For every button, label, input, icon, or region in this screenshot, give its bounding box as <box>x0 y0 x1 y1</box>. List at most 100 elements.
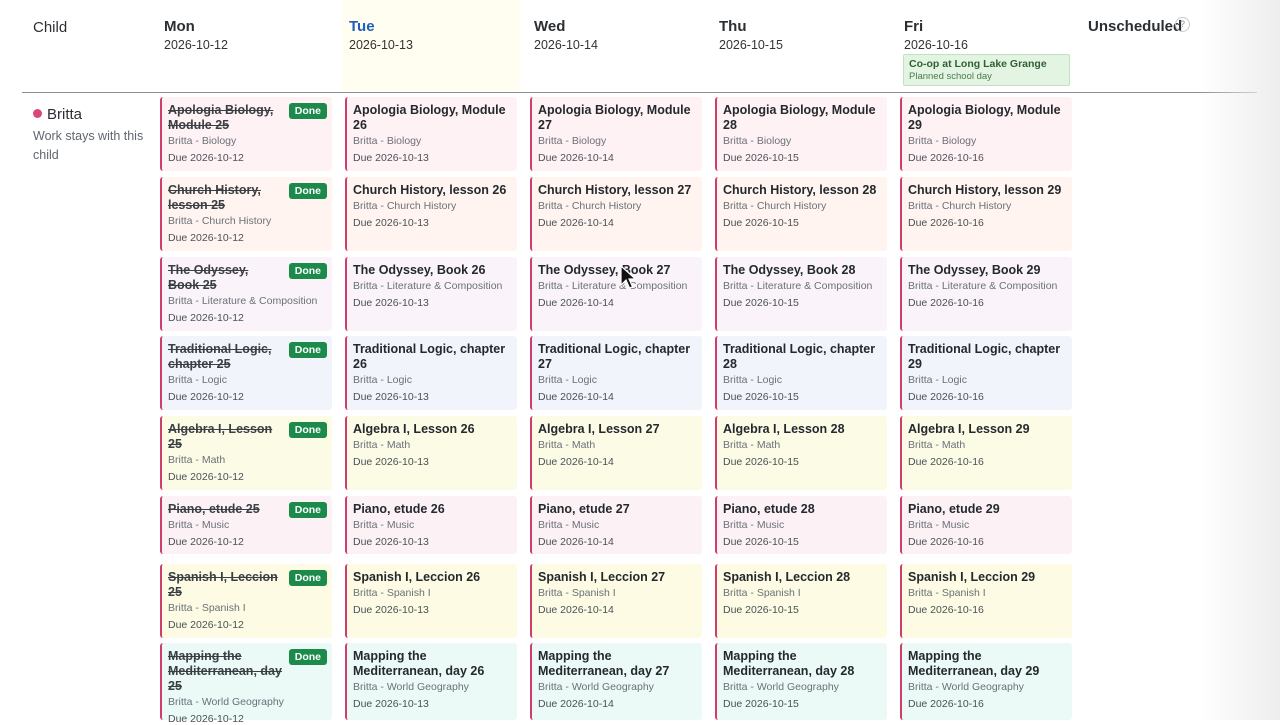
done-badge[interactable]: Done <box>288 263 327 279</box>
assignment-card-geography[interactable]: Mapping the Mediterranean, day 25 Britta … <box>160 643 332 725</box>
assignment-due-date: Due 2026-10-16 <box>908 391 984 403</box>
assignment-card-logic[interactable]: Traditional Logic, chapter 29 Britta - Lo… <box>900 336 1072 410</box>
assignment-card-spanish[interactable]: Spanish I, Leccion 27 Britta - Spanish I D… <box>530 564 702 638</box>
assignment-card-odyssey[interactable]: The Odyssey, Book 25 Britta - Literature … <box>160 257 332 331</box>
assignment-title: Piano, etude 29 <box>908 502 1000 516</box>
done-badge[interactable]: Done <box>288 502 327 518</box>
assignment-card-piano[interactable]: Piano, etude 25 Britta - Music Due 2026-10… <box>160 496 332 554</box>
assignment-card-logic[interactable]: Traditional Logic, chapter 25 Britta - Lo… <box>160 336 332 410</box>
assignment-card-church-history[interactable]: Church History, lesson 27 Britta - Church… <box>530 177 702 251</box>
day-header-fri[interactable]: Fri 2026-10-16 <box>904 0 1082 92</box>
assignment-due-date: Due 2026-10-13 <box>353 152 429 164</box>
assignment-card-logic[interactable]: Traditional Logic, chapter 26 Britta - Lo… <box>345 336 517 410</box>
assignment-card-odyssey[interactable]: The Odyssey, Book 29 Britta - Literature … <box>900 257 1072 331</box>
assignment-card-church-history[interactable]: Church History, lesson 26 Britta - Church… <box>345 177 517 251</box>
assignment-card-biology[interactable]: Apologia Biology, Module 29 Britta - Biol… <box>900 97 1072 171</box>
assignment-due-date: Due 2026-10-13 <box>353 604 429 616</box>
assignment-card-logic[interactable]: Traditional Logic, chapter 28 Britta - Lo… <box>715 336 887 410</box>
done-badge[interactable]: Done <box>288 649 327 665</box>
assignment-subject: Britta - Logic <box>168 374 227 386</box>
assignment-due-date: Due 2026-10-12 <box>168 391 244 403</box>
assignment-due-date: Due 2026-10-16 <box>908 152 984 164</box>
done-badge[interactable]: Done <box>288 103 327 119</box>
assignment-due-date: Due 2026-10-13 <box>353 217 429 229</box>
assignment-card-spanish[interactable]: Spanish I, Leccion 28 Britta - Spanish I D… <box>715 564 887 638</box>
event-subtitle: Planned school day <box>909 71 992 82</box>
assignment-card-geography[interactable]: Mapping the Mediterranean, day 28 Britta … <box>715 643 887 720</box>
assignment-title: Mapping the Mediterranean, day 28 <box>723 649 855 678</box>
assignment-subject: Britta - Math <box>723 439 781 451</box>
assignment-card-odyssey[interactable]: The Odyssey, Book 27 Britta - Literature … <box>530 257 702 331</box>
day-header-wed[interactable]: Wed 2026-10-14 <box>534 0 712 92</box>
assignment-card-church-history[interactable]: Church History, lesson 25 Britta - Church… <box>160 177 332 251</box>
day-header-thu[interactable]: Thu 2026-10-15 <box>719 0 897 92</box>
assignment-card-biology[interactable]: Apologia Biology, Module 28 Britta - Biol… <box>715 97 887 171</box>
assignment-card-odyssey[interactable]: The Odyssey, Book 26 Britta - Literature … <box>345 257 517 331</box>
assignment-title: Church History, lesson 27 <box>538 183 692 197</box>
assignment-card-algebra[interactable]: Algebra I, Lesson 25 Britta - Math Due 202… <box>160 416 332 490</box>
assignment-title: Apologia Biology, Module 29 <box>908 103 1061 132</box>
done-badge[interactable]: Done <box>288 183 327 199</box>
done-badge[interactable]: Done <box>288 342 327 358</box>
assignment-due-date: Due 2026-10-13 <box>353 536 429 548</box>
child-row-label[interactable]: Britta <box>33 106 82 123</box>
assignment-due-date: Due 2026-10-16 <box>908 698 984 710</box>
assignment-card-geography[interactable]: Mapping the Mediterranean, day 26 Britta … <box>345 643 517 720</box>
assignment-subject: Britta - Biology <box>723 135 792 147</box>
assignment-title: The Odyssey, Book 25 <box>168 263 249 292</box>
assignment-subject: Britta - Logic <box>723 374 782 386</box>
assignment-title: Mapping the Mediterranean, day 27 <box>538 649 670 678</box>
assignment-title: Apologia Biology, Module 25 <box>168 103 274 132</box>
assignment-card-geography[interactable]: Mapping the Mediterranean, day 27 Britta … <box>530 643 702 720</box>
assignment-due-date: Due 2026-10-14 <box>538 604 614 616</box>
child-column-header: Child <box>33 19 68 36</box>
day-date: 2026-10-15 <box>719 38 783 52</box>
assignment-title: Apologia Biology, Module 27 <box>538 103 691 132</box>
assignment-subject: Britta - Logic <box>908 374 967 386</box>
assignment-card-spanish[interactable]: Spanish I, Leccion 26 Britta - Spanish I D… <box>345 564 517 638</box>
assignment-card-algebra[interactable]: Algebra I, Lesson 28 Britta - Math Due 202… <box>715 416 887 490</box>
assignment-card-algebra[interactable]: Algebra I, Lesson 26 Britta - Math Due 202… <box>345 416 517 490</box>
calendar-event-coop[interactable]: Co-op at Long Lake Grange Planned school… <box>903 54 1070 86</box>
assignment-card-biology[interactable]: Apologia Biology, Module 25 Britta - Biol… <box>160 97 332 171</box>
assignment-subject: Britta - Church History <box>908 200 1012 212</box>
assignment-title: The Odyssey, Book 26 <box>353 263 486 277</box>
assignment-card-church-history[interactable]: Church History, lesson 28 Britta - Church… <box>715 177 887 251</box>
assignment-subject: Britta - Math <box>168 454 226 466</box>
assignment-card-piano[interactable]: Piano, etude 28 Britta - Music Due 2026-10… <box>715 496 887 554</box>
child-color-dot <box>33 109 42 118</box>
day-header-tue[interactable]: Tue 2026-10-13 <box>349 0 527 92</box>
assignment-title: Algebra I, Lesson 28 <box>723 422 845 436</box>
assignment-subject: Britta - Biology <box>353 135 422 147</box>
assignment-title: Piano, etude 25 <box>168 502 260 516</box>
assignment-title: Traditional Logic, chapter 27 <box>538 342 691 371</box>
assignment-due-date: Due 2026-10-12 <box>168 471 244 483</box>
assignment-card-piano[interactable]: Piano, etude 29 Britta - Music Due 2026-10… <box>900 496 1072 554</box>
assignment-card-algebra[interactable]: Algebra I, Lesson 27 Britta - Math Due 202… <box>530 416 702 490</box>
assignment-card-logic[interactable]: Traditional Logic, chapter 27 Britta - Lo… <box>530 336 702 410</box>
assignment-subject: Britta - World Geography <box>168 696 284 708</box>
assignment-subject: Britta - World Geography <box>538 681 654 693</box>
assignment-card-piano[interactable]: Piano, etude 26 Britta - Music Due 2026-10… <box>345 496 517 554</box>
assignment-card-geography[interactable]: Mapping the Mediterranean, day 29 Britta … <box>900 643 1072 720</box>
help-icon[interactable]: ? <box>1175 17 1190 32</box>
assignment-card-algebra[interactable]: Algebra I, Lesson 29 Britta - Math Due 202… <box>900 416 1072 490</box>
assignment-card-piano[interactable]: Piano, etude 27 Britta - Music Due 2026-10… <box>530 496 702 554</box>
done-badge[interactable]: Done <box>288 570 327 586</box>
assignment-card-biology[interactable]: Apologia Biology, Module 26 Britta - Biol… <box>345 97 517 171</box>
day-date: 2026-10-14 <box>534 38 598 52</box>
assignment-due-date: Due 2026-10-14 <box>538 698 614 710</box>
assignment-card-church-history[interactable]: Church History, lesson 29 Britta - Church… <box>900 177 1072 251</box>
assignment-card-spanish[interactable]: Spanish I, Leccion 25 Britta - Spanish I D… <box>160 564 332 638</box>
day-name: Tue <box>349 18 375 35</box>
day-header-mon[interactable]: Mon 2026-10-12 <box>164 0 342 92</box>
assignment-card-spanish[interactable]: Spanish I, Leccion 29 Britta - Spanish I D… <box>900 564 1072 638</box>
assignment-due-date: Due 2026-10-14 <box>538 456 614 468</box>
assignment-subject: Britta - Spanish I <box>723 587 801 599</box>
assignment-card-odyssey[interactable]: The Odyssey, Book 28 Britta - Literature … <box>715 257 887 331</box>
assignment-subject: Britta - World Geography <box>723 681 839 693</box>
assignment-card-biology[interactable]: Apologia Biology, Module 27 Britta - Biol… <box>530 97 702 171</box>
done-badge[interactable]: Done <box>288 422 327 438</box>
day-date: 2026-10-13 <box>349 38 413 52</box>
assignment-title: Algebra I, Lesson 29 <box>908 422 1030 436</box>
